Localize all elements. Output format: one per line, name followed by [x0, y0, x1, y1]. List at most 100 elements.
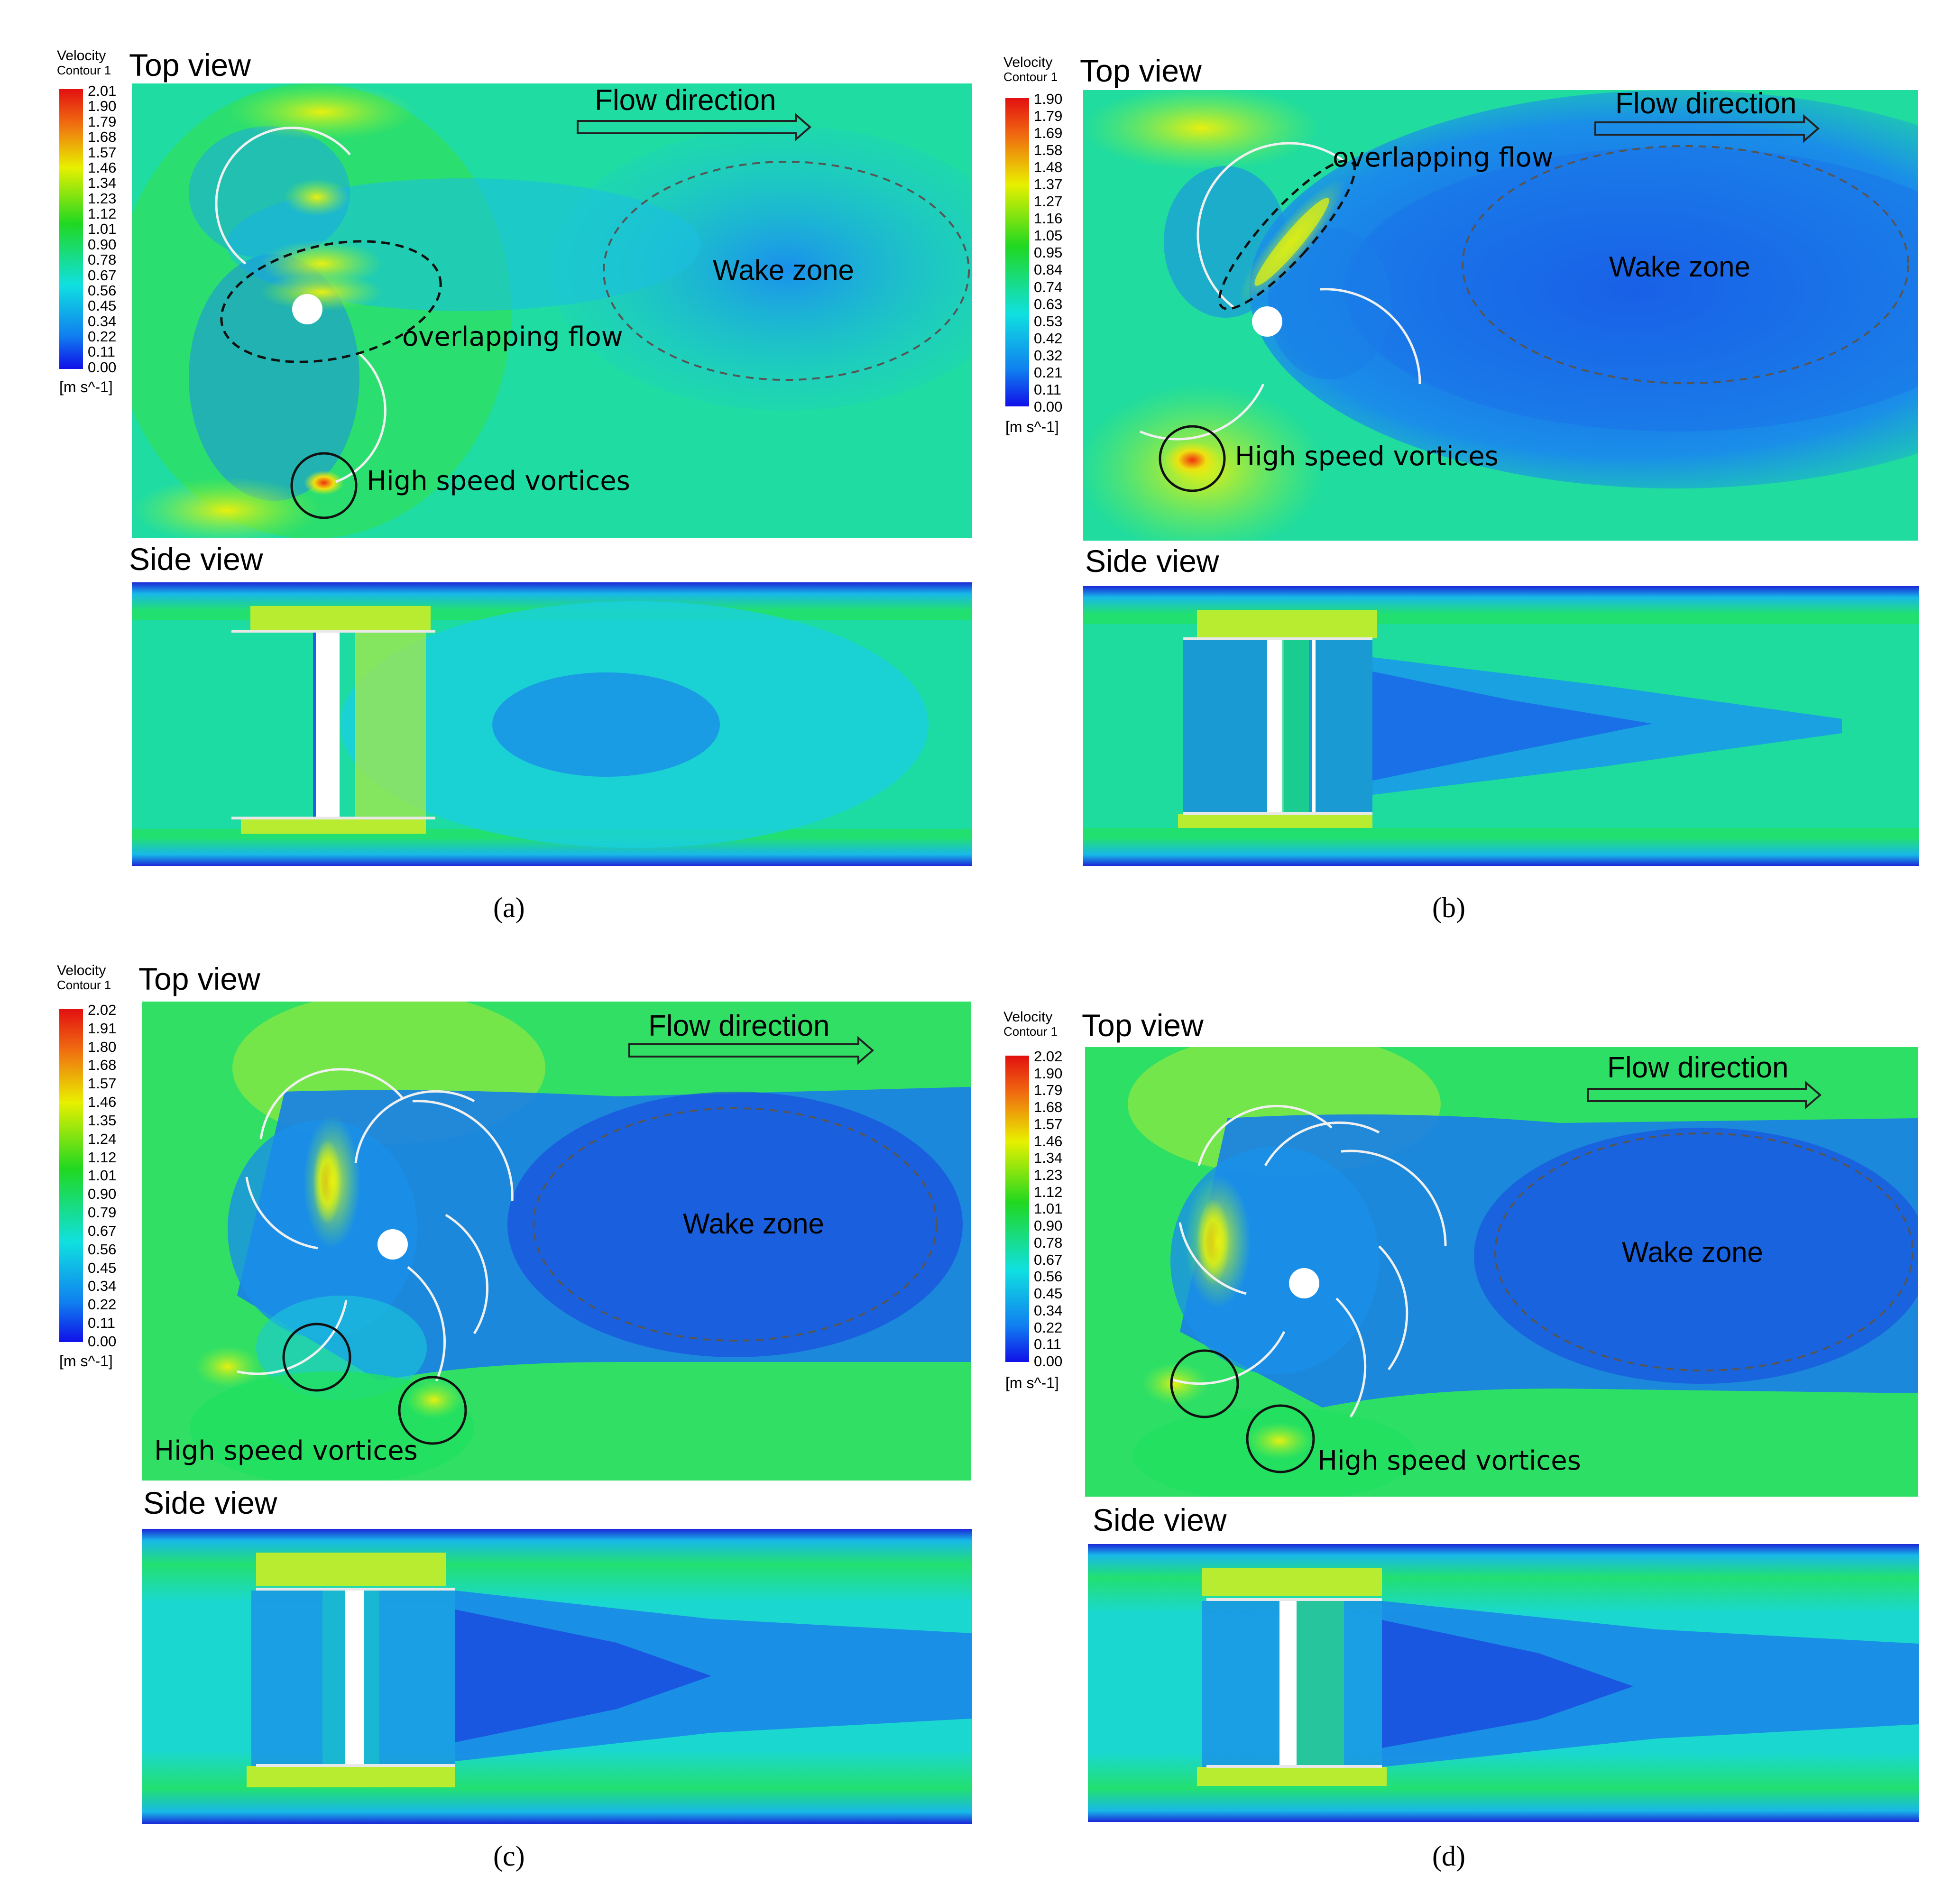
legend-title-line2: Contour 1: [57, 978, 111, 992]
legend-title-line2: Contour 1: [1003, 1024, 1058, 1039]
tick: 0.90: [88, 236, 117, 253]
tick: 0.67: [88, 1222, 117, 1239]
side-view-label: Side view: [129, 542, 263, 577]
tick: 1.12: [88, 205, 117, 222]
tick: 0.56: [88, 1241, 117, 1258]
tick: 1.58: [1034, 142, 1063, 159]
side-view-contour: [1088, 1544, 1919, 1822]
tick: 0.34: [88, 313, 117, 330]
tick: 1.23: [1034, 1167, 1063, 1184]
tick: 1.69: [1034, 125, 1063, 142]
tick: 1.68: [1034, 1099, 1063, 1116]
tick: 1.01: [1034, 1200, 1063, 1217]
side-view-label: Side view: [1093, 1502, 1227, 1537]
tick: 0.11: [1034, 381, 1062, 398]
tick: 1.90: [88, 98, 117, 115]
tick: 1.46: [1034, 1132, 1063, 1150]
colorbar-ticks: 2.02 1.90 1.79 1.68 1.57 1.46 1.34 1.23 …: [1034, 1049, 1100, 1369]
tick: 1.35: [88, 1112, 117, 1129]
tick: 1.23: [88, 190, 117, 207]
tick: 0.53: [1034, 313, 1063, 330]
top-view-contour: [132, 83, 972, 538]
tick: 0.11: [88, 343, 116, 360]
tick: 0.45: [88, 297, 117, 314]
tick: 1.27: [1034, 193, 1063, 210]
panel-caption: (a): [493, 892, 525, 923]
tick: 0.00: [1034, 398, 1063, 415]
side-view-contour: [1083, 586, 1919, 866]
high-speed-vortices-label: High speed vortices: [154, 1435, 418, 1466]
tick: 0.74: [1034, 278, 1063, 295]
colorbar: [59, 1009, 83, 1342]
tick: 0.00: [88, 1333, 117, 1350]
tick: 1.79: [88, 113, 117, 130]
top-view-label: Top view: [129, 47, 251, 83]
overlapping-flow-label: overlapping flow: [402, 322, 623, 352]
high-speed-vortices-label: High speed vortices: [1317, 1445, 1581, 1476]
tick: 0.67: [88, 267, 117, 284]
tick: 0.00: [88, 359, 117, 376]
legend-title-line2: Contour 1: [1003, 70, 1058, 84]
tick: 0.22: [88, 328, 117, 345]
tick: 1.34: [88, 175, 117, 192]
side-view-contour: [142, 1529, 972, 1824]
tick: 1.68: [88, 1057, 117, 1074]
tick: 2.02: [1034, 1048, 1063, 1065]
side-view-label: Side view: [1085, 543, 1219, 579]
legend-title-line1: Velocity: [57, 48, 106, 64]
tick: 2.02: [88, 1002, 117, 1018]
top-view-label: Top view: [1082, 1008, 1204, 1043]
tick: 1.01: [88, 221, 117, 238]
legend-title-line1: Velocity: [1003, 55, 1053, 70]
tick: 0.32: [1034, 347, 1063, 364]
tick: 0.90: [1034, 1217, 1063, 1234]
tick: 0.95: [1034, 244, 1063, 261]
tick: 0.45: [1034, 1285, 1063, 1302]
tick: 1.68: [88, 129, 117, 146]
tick: 1.57: [88, 144, 117, 161]
tick: 1.79: [1034, 1082, 1063, 1099]
top-view-label: Top view: [1080, 53, 1202, 88]
tick: 1.90: [1034, 91, 1063, 107]
legend-title-line2: Contour 1: [57, 63, 111, 77]
tick: 1.24: [88, 1130, 117, 1147]
legend-title-line1: Velocity: [1003, 1009, 1053, 1025]
side-view-contour: [132, 582, 972, 866]
legend-title-line1: Velocity: [57, 963, 106, 978]
tick: 0.90: [88, 1186, 117, 1203]
tick: 0.78: [1034, 1234, 1063, 1251]
tick: 1.46: [88, 159, 117, 176]
colorbar-ticks: 2.02 1.91 1.80 1.68 1.57 1.46 1.35 1.24 …: [88, 1003, 154, 1349]
colorbar: [1005, 98, 1029, 406]
tick: 0.00: [1034, 1352, 1063, 1370]
tick: 0.84: [1034, 261, 1063, 278]
tick: 2.01: [88, 83, 117, 99]
tick: 0.34: [1034, 1302, 1063, 1319]
colorbar: [59, 89, 83, 369]
wake-zone-label: Wake zone: [1622, 1236, 1763, 1268]
top-view-label: Top view: [138, 961, 260, 996]
tick: 0.11: [88, 1315, 116, 1332]
tick: 0.63: [1034, 295, 1063, 313]
tick: 0.56: [88, 282, 117, 299]
top-view-contour: [1083, 90, 1918, 541]
flow-direction-label: Flow direction: [595, 84, 776, 117]
side-view-label: Side view: [143, 1485, 277, 1520]
tick: 1.12: [1034, 1183, 1063, 1200]
flow-direction-label: Flow direction: [1607, 1051, 1789, 1084]
flow-direction-label: Flow direction: [648, 1010, 830, 1042]
tick: 1.57: [88, 1075, 117, 1092]
high-speed-vortices-label: High speed vortices: [1235, 441, 1499, 472]
tick: 0.34: [88, 1278, 117, 1295]
unit-label: [m s^-1]: [1005, 1374, 1059, 1391]
colorbar-ticks: 2.01 1.90 1.79 1.68 1.57 1.46 1.34 1.23 …: [88, 83, 154, 375]
panel-caption: (d): [1432, 1840, 1465, 1872]
tick: 0.45: [88, 1259, 117, 1276]
overlapping-flow-label: overlapping flow: [1333, 142, 1554, 173]
wake-zone-label: Wake zone: [1609, 251, 1750, 283]
colorbar: [1005, 1056, 1029, 1362]
tick: 1.12: [88, 1149, 117, 1166]
